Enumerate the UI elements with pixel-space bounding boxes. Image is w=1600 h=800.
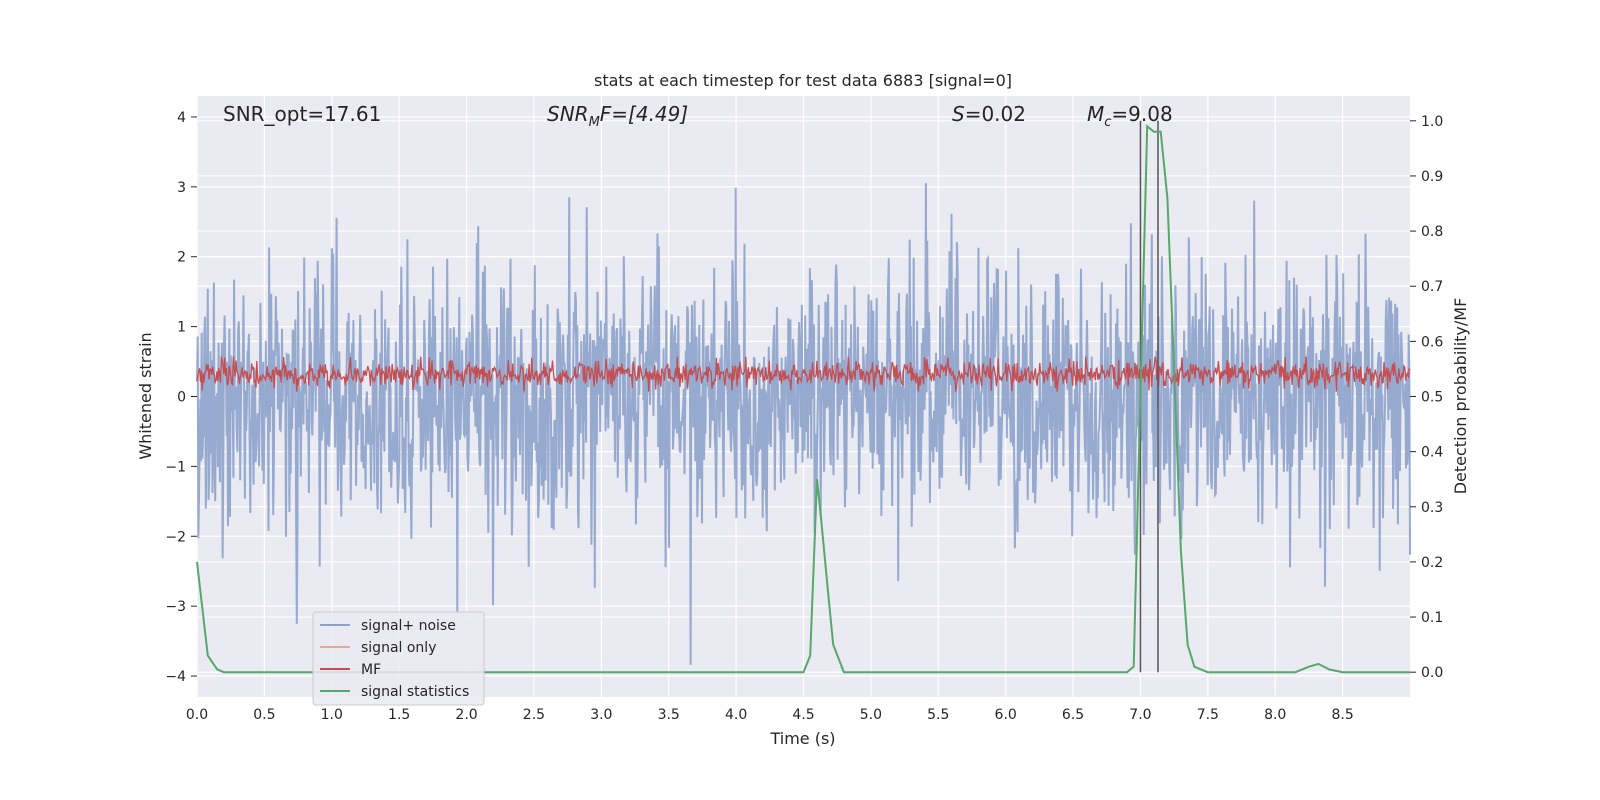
- snr-mf-base: SNR: [547, 102, 589, 126]
- axes: 0.0 0.5 1.0 1.5 2.0 2.5 3.0 3.5 4.0 4.5 5.0 5.5 6.0 6…: [165, 110, 1443, 723]
- x-tick-label: 5.0: [860, 707, 882, 723]
- chart-title: stats at each timestep for test data 688…: [594, 71, 1012, 90]
- legend-label-signal-noise: signal+ noise: [361, 618, 456, 634]
- x-tick-label: 1.0: [321, 707, 343, 723]
- mc-base: M: [1087, 102, 1104, 126]
- s-annotation: S=0.02: [952, 102, 1026, 126]
- y-tick-label-left: −2: [165, 529, 186, 545]
- snr-mf-annotation: SNRMF=[4.49]: [547, 102, 688, 130]
- y-tick-label-right: 1.0: [1421, 114, 1443, 130]
- y-tick-label-left: −1: [165, 459, 186, 475]
- y-tick-label-right: 0.4: [1421, 445, 1443, 461]
- legend-label-signal-only: signal only: [361, 640, 436, 656]
- x-tick-label: 2.5: [523, 707, 545, 723]
- y-axis-label-left: Whitened strain: [136, 332, 155, 459]
- y-tick-label-left: −4: [165, 669, 186, 685]
- x-tick-label: 4.0: [725, 707, 747, 723]
- y-tick-label-left: 3: [177, 180, 186, 196]
- y-tick-label-right: 0.3: [1421, 500, 1443, 516]
- y-tick-label-right: 0.9: [1421, 169, 1443, 185]
- y-tick-label-left: −3: [165, 599, 186, 615]
- x-tick-label: 3.0: [590, 707, 612, 723]
- y-tick-label-right: 0.1: [1421, 610, 1443, 626]
- x-tick-label: 7.0: [1129, 707, 1151, 723]
- mc-annotation: Mc=9.08: [1087, 102, 1173, 130]
- x-tick-label: 2.0: [455, 707, 477, 723]
- snr-mf-sub: M: [589, 115, 600, 130]
- x-tick-label: 6.5: [1062, 707, 1084, 723]
- mc-rest: =9.08: [1111, 102, 1172, 126]
- y-tick-label-right: 0.7: [1421, 279, 1443, 295]
- x-tick-label: 1.5: [388, 707, 410, 723]
- series-mf: [196, 356, 1411, 392]
- y-tick-label-right: 0.5: [1421, 390, 1443, 406]
- x-tick-label: 8.0: [1264, 707, 1286, 723]
- y-tick-label-right: 0.8: [1421, 224, 1443, 240]
- mc-sub: c: [1104, 115, 1111, 130]
- x-tick-label: 8.5: [1331, 707, 1353, 723]
- y-axis-label-right: Detection probability/MF: [1451, 298, 1470, 495]
- legend-box: [312, 611, 485, 706]
- y-tick-label-left: 4: [177, 110, 186, 126]
- x-tick-label: 5.5: [927, 707, 949, 723]
- s-rest: =0.02: [965, 102, 1026, 126]
- series-signal-noise: [196, 183, 1411, 665]
- legend-label-signal-statistics: signal statistics: [361, 684, 469, 700]
- x-tick-label: 4.5: [792, 707, 814, 723]
- y-tick-label-right: 0.0: [1421, 665, 1443, 681]
- x-tick-label: 0.0: [186, 707, 208, 723]
- y-tick-label-right: 0.2: [1421, 555, 1443, 571]
- x-tick-label: 6.0: [995, 707, 1017, 723]
- y-tick-label-left: 0: [177, 390, 186, 406]
- snr-mf-rest: F=[4.49]: [600, 102, 688, 126]
- x-tick-label: 3.5: [658, 707, 680, 723]
- x-axis-label: Time (s): [769, 729, 835, 748]
- legend-label-mf: MF: [361, 662, 381, 678]
- x-tick-label: 0.5: [253, 707, 275, 723]
- y-tick-label-left: 2: [177, 250, 186, 266]
- y-tick-label-left: 1: [177, 320, 186, 336]
- y-tick-label-right: 0.6: [1421, 334, 1443, 350]
- s-italic: S: [952, 102, 965, 126]
- legend: signal+ noise signal only MF signal stat…: [312, 611, 485, 706]
- x-tick-label: 7.5: [1197, 707, 1219, 723]
- snr-opt-annotation: SNR_opt=17.61: [223, 102, 381, 126]
